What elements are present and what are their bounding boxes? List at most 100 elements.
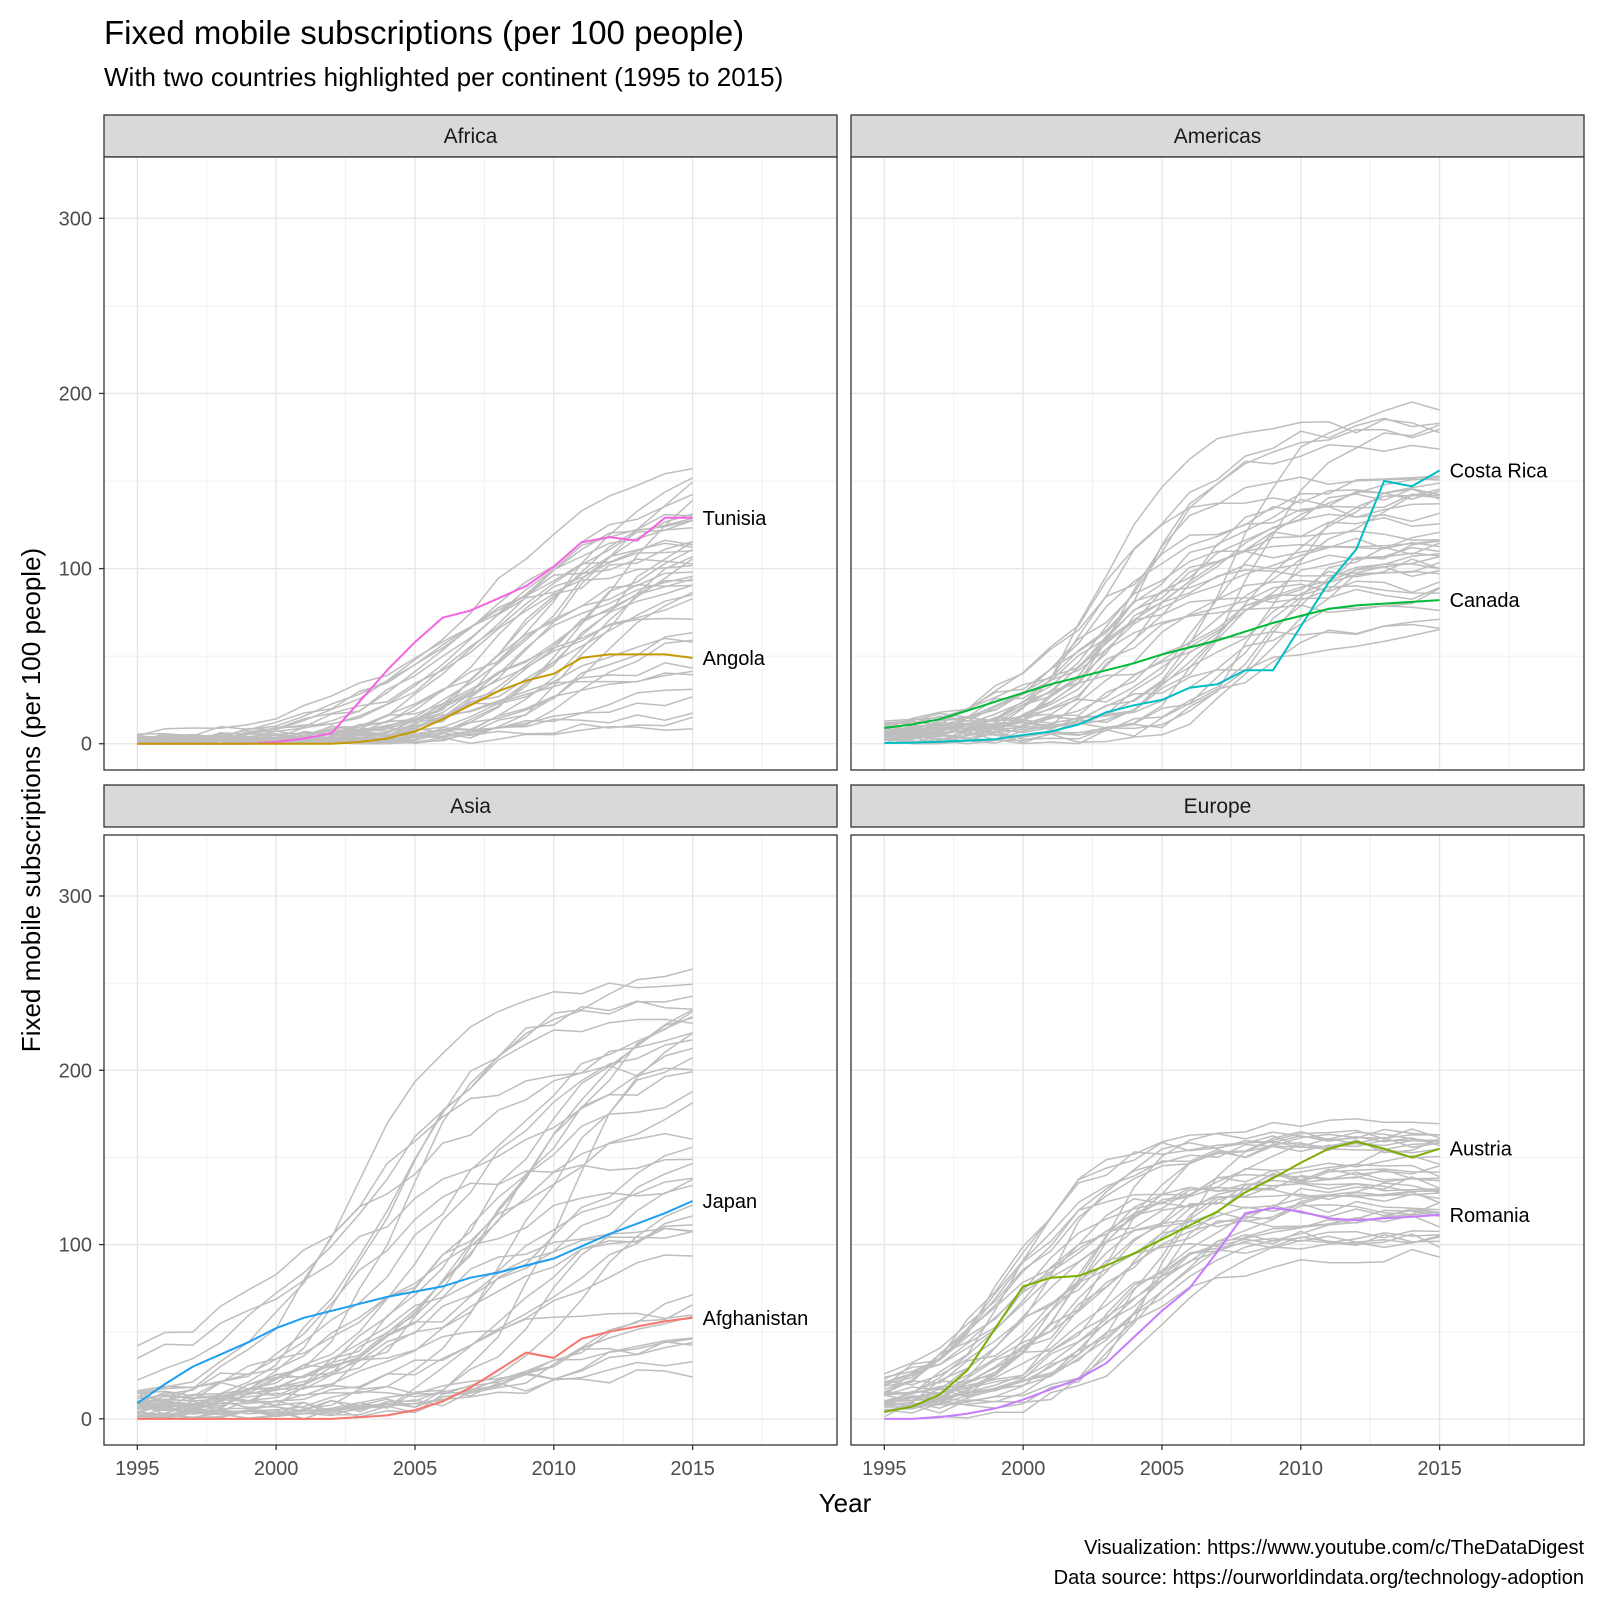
series-label-tunisia: Tunisia bbox=[703, 508, 768, 530]
background-country-line bbox=[137, 1178, 693, 1394]
background-country-line bbox=[884, 580, 1440, 727]
background-country-line bbox=[137, 1064, 693, 1398]
background-country-line bbox=[884, 512, 1440, 736]
series-label-austria: Austria bbox=[1450, 1139, 1513, 1161]
chart-subtitle: With two countries highlighted per conti… bbox=[104, 62, 783, 92]
y-axis-title: Fixed mobile subscriptions (per 100 peop… bbox=[16, 548, 46, 1052]
background-country-line bbox=[884, 493, 1440, 743]
background-country-line bbox=[884, 401, 1440, 735]
series-line-costa-rica bbox=[884, 469, 1441, 744]
background-country-line bbox=[137, 968, 693, 1381]
background-country-line bbox=[884, 1200, 1440, 1406]
background-country-line bbox=[137, 1224, 693, 1408]
series-line-austria bbox=[884, 1140, 1440, 1413]
y-tick-label: 300 bbox=[59, 886, 92, 908]
background-country-line bbox=[884, 1168, 1440, 1378]
background-country-line bbox=[137, 1056, 693, 1416]
background-country-line bbox=[883, 531, 1440, 735]
background-country-line bbox=[137, 670, 693, 745]
facet-strip-asia bbox=[103, 784, 838, 828]
facet-strip-label: Americas bbox=[1174, 125, 1262, 148]
background-country-line bbox=[884, 1168, 1440, 1408]
background-country-line bbox=[137, 1008, 693, 1405]
y-tick-label: 100 bbox=[59, 1235, 92, 1257]
facet-panel-africa: Africa Tunisia Angola 0 100 200 300 bbox=[59, 114, 838, 771]
plot-area bbox=[104, 157, 837, 770]
series-label-costa-rica: Costa Rica bbox=[1450, 461, 1549, 483]
series-label-romania: Romania bbox=[1450, 1205, 1531, 1227]
background-country-line bbox=[884, 1164, 1440, 1386]
gridlines bbox=[104, 835, 837, 1445]
background-country-line bbox=[884, 488, 1440, 734]
x-tick-label: 2000 bbox=[254, 1458, 299, 1480]
x-tick-label: 2000 bbox=[1001, 1458, 1046, 1480]
background-country-line bbox=[137, 1304, 693, 1419]
y-tick-label: 100 bbox=[59, 559, 92, 581]
background-country-line bbox=[883, 1140, 1440, 1396]
background-country-line bbox=[883, 1207, 1440, 1418]
facet-strip-africa bbox=[103, 114, 838, 158]
background-country-line bbox=[884, 1133, 1440, 1404]
background-country-line bbox=[884, 428, 1440, 740]
plot-area bbox=[104, 835, 837, 1445]
x-tick-label: 2005 bbox=[393, 1458, 438, 1480]
background-country-line bbox=[137, 631, 693, 745]
background-country-line bbox=[884, 424, 1440, 745]
x-tick-label: 2010 bbox=[1279, 1458, 1324, 1480]
background-lines bbox=[137, 467, 694, 745]
background-lines bbox=[136, 968, 694, 1420]
facet-panel-americas: Americas Costa Rica Canada bbox=[850, 114, 1585, 771]
panel-border bbox=[850, 156, 1585, 771]
x-axis-title: Year bbox=[819, 1488, 872, 1518]
y-tick-label: 300 bbox=[59, 208, 92, 230]
x-tick-label: 2015 bbox=[1417, 1458, 1462, 1480]
background-country-line bbox=[137, 1010, 694, 1403]
background-country-line bbox=[137, 1341, 693, 1416]
series-line-canada bbox=[884, 599, 1440, 729]
background-country-line bbox=[884, 1182, 1440, 1394]
background-country-line bbox=[137, 1177, 693, 1414]
background-country-line bbox=[137, 982, 693, 1402]
facet-strip-label: Asia bbox=[450, 795, 491, 818]
background-country-line bbox=[884, 1209, 1440, 1396]
facet-strip-label: Europe bbox=[1184, 795, 1252, 818]
background-country-line bbox=[137, 558, 693, 743]
background-country-line bbox=[884, 540, 1440, 745]
series-label-angola: Angola bbox=[703, 648, 766, 670]
background-country-line bbox=[137, 1158, 693, 1397]
background-country-line bbox=[883, 1171, 1440, 1394]
panel-border bbox=[103, 156, 838, 771]
background-country-line bbox=[884, 1148, 1440, 1404]
background-lines bbox=[883, 1118, 1440, 1420]
x-tick-label: 2010 bbox=[532, 1458, 577, 1480]
background-country-line bbox=[884, 1230, 1440, 1407]
background-country-line bbox=[884, 541, 1440, 731]
panel-border bbox=[103, 834, 838, 1446]
facet-strip-label: Africa bbox=[444, 125, 498, 148]
y-tick-label: 200 bbox=[59, 383, 92, 405]
series-line-afghanistan bbox=[137, 1316, 693, 1420]
chart-title: Fixed mobile subscriptions (per 100 peop… bbox=[104, 14, 744, 51]
y-tick-label: 0 bbox=[81, 1409, 92, 1431]
background-country-line bbox=[884, 539, 1440, 725]
background-country-line bbox=[884, 475, 1440, 722]
series-label-canada: Canada bbox=[1450, 590, 1521, 612]
caption-data-source: Data source: https://ourworldindata.org/… bbox=[1054, 1567, 1584, 1589]
series-line-angola bbox=[137, 653, 693, 745]
background-country-line bbox=[137, 493, 693, 743]
series-line-romania bbox=[884, 1206, 1440, 1420]
x-tick-label: 1995 bbox=[862, 1458, 907, 1480]
x-tick-label: 2015 bbox=[670, 1458, 715, 1480]
background-country-line bbox=[136, 1039, 693, 1415]
facet-panel-europe: Europe Austria Romania 1995 2000 2005 2010 2015 bbox=[850, 784, 1585, 1480]
series-label-japan: Japan bbox=[703, 1191, 758, 1213]
facet-panels: Africa Tunisia Angola 0 100 200 300 Americas Cos… bbox=[59, 114, 1585, 1480]
facet-strip-europe bbox=[850, 784, 1585, 828]
background-country-line bbox=[137, 1047, 693, 1415]
background-country-line bbox=[884, 1128, 1440, 1404]
background-country-line bbox=[884, 476, 1440, 736]
facet-strip-americas bbox=[850, 114, 1585, 158]
background-lines bbox=[883, 401, 1440, 745]
background-country-line bbox=[137, 1132, 693, 1412]
